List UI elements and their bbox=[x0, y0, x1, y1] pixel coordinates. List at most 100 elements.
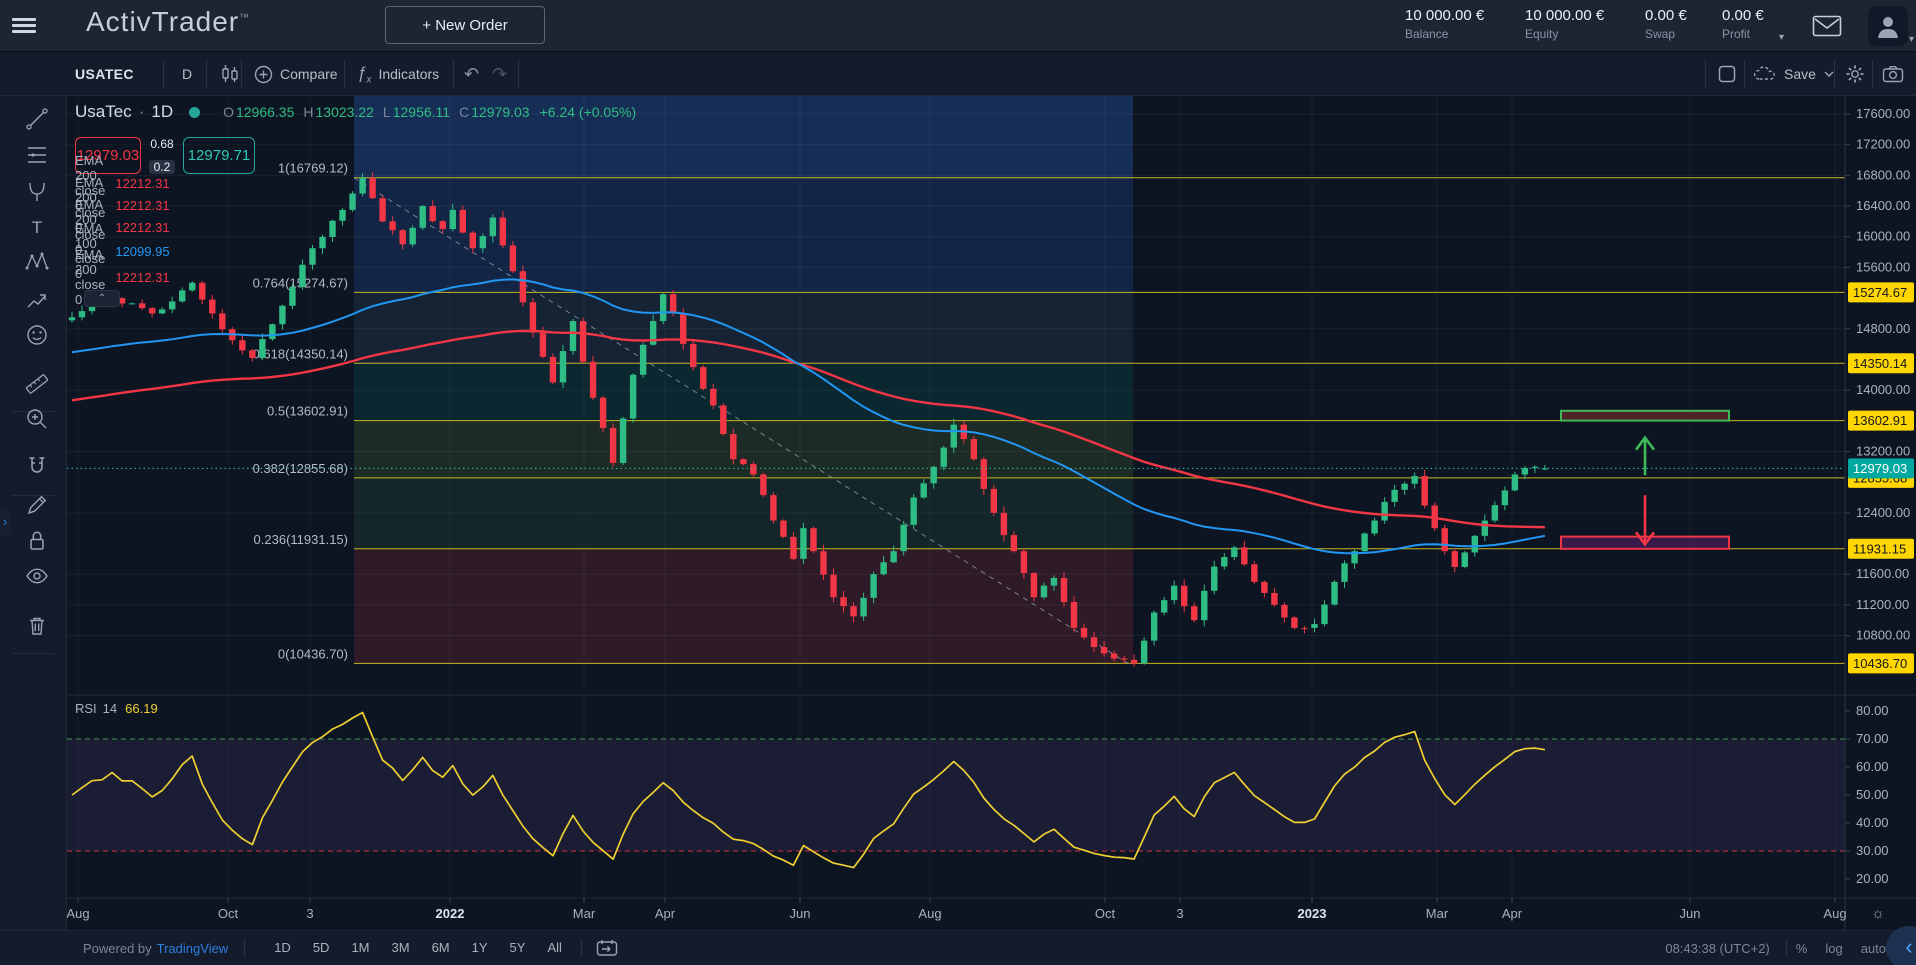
indicator-row[interactable]: EMA 200 close 0 12212.31 bbox=[75, 153, 170, 213]
equity-metric: 10 000.00 € Equity bbox=[1525, 7, 1605, 41]
buy-price-button[interactable]: 12979.71 bbox=[183, 137, 255, 174]
candle bbox=[138, 303, 146, 309]
range-button-1Y[interactable]: 1Y bbox=[471, 940, 488, 955]
trash-tool-icon[interactable] bbox=[22, 611, 52, 641]
candle bbox=[1331, 581, 1338, 605]
panel-expand-chevron[interactable]: › bbox=[0, 510, 10, 536]
xabcd-pattern-tool-icon[interactable] bbox=[22, 247, 52, 277]
candle bbox=[770, 495, 777, 521]
range-button-1D[interactable]: 1D bbox=[274, 940, 291, 955]
pencil-tool-icon[interactable] bbox=[22, 490, 52, 520]
undo-button[interactable]: ↶ bbox=[464, 63, 480, 84]
fib-price-badge bbox=[1848, 410, 1914, 431]
candle bbox=[700, 367, 707, 389]
range-button-3M[interactable]: 3M bbox=[391, 940, 410, 955]
collapse-panel-button[interactable]: ‹ bbox=[1886, 926, 1916, 965]
target_box_up[interactable] bbox=[1560, 409, 1730, 422]
snapshot-button[interactable] bbox=[1882, 52, 1904, 96]
candle bbox=[860, 597, 867, 617]
tradingview-link[interactable]: TradingView bbox=[156, 940, 229, 956]
candle bbox=[1090, 637, 1098, 648]
candle bbox=[419, 206, 426, 228]
text-tool-icon[interactable]: T bbox=[22, 212, 52, 242]
indicator-row[interactable]: EMA 200 close 0 12212.31 bbox=[75, 247, 170, 307]
fib-trend-line[interactable] bbox=[353, 177, 1129, 664]
mail-icon[interactable] bbox=[1812, 14, 1842, 38]
chart-style-button[interactable] bbox=[220, 52, 240, 96]
magnet-tool-icon[interactable] bbox=[22, 453, 52, 483]
candle bbox=[1311, 624, 1318, 628]
rsi-legend[interactable]: RSI 14 66.19 bbox=[75, 701, 158, 716]
zoom-in-tool-icon[interactable] bbox=[22, 404, 52, 434]
indicator-row[interactable]: EMA 200 close 0 12212.31 bbox=[75, 197, 170, 257]
redo-button[interactable]: ↷ bbox=[492, 63, 508, 84]
price-axis[interactable] bbox=[1845, 96, 1916, 898]
auto-scale-button[interactable]: auto bbox=[1860, 940, 1886, 956]
chart-legend[interactable]: UsaTec · 1D O 12966.35 H 13023.22 L 12956.1… bbox=[75, 102, 637, 121]
candle bbox=[519, 271, 527, 303]
account-caret-icon[interactable]: ▾ bbox=[1779, 32, 1785, 43]
fib-retracement-tool-icon[interactable] bbox=[22, 140, 52, 170]
range-button-5D[interactable]: 5D bbox=[312, 940, 330, 955]
candle bbox=[1040, 585, 1048, 598]
close-value: 12979.03 bbox=[471, 104, 530, 120]
pitchfork-tool-icon[interactable] bbox=[22, 177, 52, 207]
fib-price-badge bbox=[1848, 653, 1914, 674]
chart-toolbar: USATEC D Compare ƒx Indicators ↶ bbox=[0, 52, 1916, 96]
rsi-tick-label: 20.00 bbox=[1856, 871, 1889, 886]
fib-band bbox=[354, 548, 1133, 664]
ruler-tool-icon[interactable] bbox=[22, 369, 52, 399]
candle bbox=[179, 290, 186, 302]
range-button-All[interactable]: All bbox=[547, 940, 562, 955]
candle bbox=[1511, 474, 1519, 491]
settings-button[interactable] bbox=[1845, 52, 1865, 96]
new-order-button[interactable]: + New Order bbox=[385, 6, 545, 44]
save-button[interactable]: Save bbox=[1753, 52, 1835, 96]
indicator-row[interactable]: EMA 100 close 0 12099.95 bbox=[75, 221, 170, 281]
rsi-line[interactable] bbox=[71, 711, 1546, 869]
candle bbox=[1291, 617, 1298, 628]
candle bbox=[78, 311, 86, 318]
session-clock[interactable]: 08:43:38 (UTC+2) bbox=[1665, 940, 1770, 956]
candle bbox=[710, 388, 717, 406]
compare-button[interactable]: Compare bbox=[254, 52, 338, 96]
axis-settings-icon[interactable]: ☼ bbox=[1871, 905, 1885, 922]
ema-100-line[interactable] bbox=[71, 278, 1546, 555]
down-arrow-annotation[interactable] bbox=[1634, 495, 1656, 547]
ema-200-line[interactable] bbox=[71, 329, 1545, 529]
svg-text:13602.91: 13602.91 bbox=[1853, 413, 1907, 428]
avatar[interactable] bbox=[1868, 6, 1908, 46]
indicator-row[interactable]: EMA 200 close 0 12212.31 bbox=[75, 175, 170, 235]
sell-price-button[interactable]: 12979.03 bbox=[75, 137, 141, 174]
range-button-1M[interactable]: 1M bbox=[351, 940, 370, 955]
up-arrow-annotation[interactable] bbox=[1634, 435, 1656, 476]
menu-icon[interactable] bbox=[12, 15, 36, 37]
candle bbox=[1000, 512, 1008, 536]
candle bbox=[1150, 612, 1158, 641]
candle bbox=[1401, 483, 1408, 490]
time-tick-label: Aug bbox=[1823, 906, 1846, 921]
go-to-date-icon[interactable] bbox=[596, 939, 618, 957]
avatar-caret-icon[interactable]: ▾ bbox=[1909, 34, 1915, 45]
forecast-tool-icon[interactable] bbox=[22, 284, 52, 314]
trend-line-tool-icon[interactable] bbox=[22, 104, 52, 134]
app-header: ActivTrader™ + New Order 10 000.00 € Bal… bbox=[0, 0, 1916, 52]
legend-collapse-button[interactable]: ⌃ bbox=[84, 290, 120, 307]
log-scale-button[interactable]: log bbox=[1825, 940, 1843, 956]
range-button-6M[interactable]: 6M bbox=[431, 940, 450, 955]
time-axis[interactable] bbox=[67, 898, 1845, 930]
interval-button[interactable]: D bbox=[182, 66, 193, 82]
eye-tool-icon[interactable] bbox=[22, 561, 52, 591]
candle bbox=[1080, 627, 1088, 638]
symbol-button[interactable]: USATEC bbox=[75, 66, 134, 82]
fib-band bbox=[354, 292, 1133, 364]
percent-scale-button[interactable]: % bbox=[1795, 940, 1808, 956]
indicators-button[interactable]: ƒx Indicators bbox=[357, 62, 440, 86]
range-button-5Y[interactable]: 5Y bbox=[509, 940, 526, 955]
fullscreen-button[interactable] bbox=[1718, 52, 1736, 96]
time-tick-label: Oct bbox=[1095, 906, 1116, 921]
lock-tool-icon[interactable] bbox=[22, 526, 52, 556]
emoji-tool-icon[interactable] bbox=[22, 320, 52, 350]
